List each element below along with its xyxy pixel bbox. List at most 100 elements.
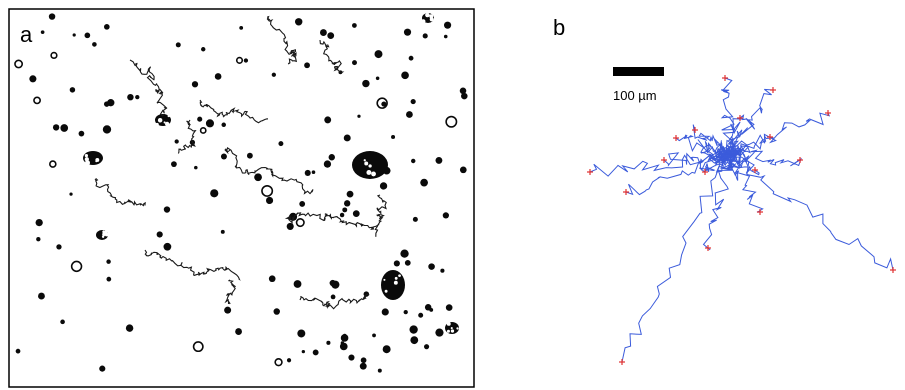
cell-cluster-highlight [393,280,398,285]
particle [422,33,428,39]
particle [362,79,370,88]
particle [327,32,335,39]
particle [199,127,207,134]
cell-cluster-highlight [371,171,376,177]
cell-cluster [381,270,405,300]
particle [404,259,411,266]
particle [35,218,43,227]
particle [323,160,332,168]
cell-track [144,249,241,281]
cell-track [224,147,314,195]
particle [294,18,303,26]
particle [220,229,225,234]
particle [48,13,56,20]
particle [435,156,443,164]
particle [40,30,45,35]
particle [410,99,416,105]
particle [348,354,355,361]
particle [330,294,336,300]
particle [444,21,452,29]
particle [379,182,388,190]
scale-bar-label: 100 µm [613,88,657,103]
particle [401,71,409,80]
particle [56,244,62,250]
particle [428,263,435,270]
particle [459,166,467,174]
panel-a-frame [8,8,475,388]
particle [246,152,253,159]
particle [278,141,284,147]
particle [411,158,416,164]
particle [69,87,76,93]
cell-track-center [724,154,740,173]
particle [440,268,445,273]
particle [301,349,306,354]
particle [393,260,400,267]
cell-track [284,212,380,230]
cell-cluster-highlight [95,158,100,162]
particle [156,231,163,238]
particle [36,237,41,242]
particle [194,165,198,170]
particle [435,328,444,337]
particle [343,134,351,142]
particle [299,200,306,207]
particle [205,119,214,128]
particle [273,308,280,315]
particle [360,357,367,364]
particle [239,26,244,30]
particle [106,276,112,282]
particle [192,341,204,353]
particle [400,249,409,258]
particle [461,92,468,100]
cell-cluster-highlight [102,230,105,234]
cell-cluster-highlight [421,19,426,24]
particle [359,362,367,370]
cell-cluster-highlight [450,329,455,333]
cell-track-center [707,145,731,168]
cell-cluster-highlight [84,154,89,158]
cell-track [224,279,236,305]
cell-cluster-highlight [157,117,163,123]
particle [286,358,292,363]
particle [445,304,453,311]
particle [33,96,41,105]
particle [49,160,57,168]
particle [235,56,244,64]
particle [274,357,283,367]
particle [60,124,69,132]
particle [326,340,331,345]
cell-cluster-highlight [85,160,91,166]
panel-b-tracks [589,77,894,363]
cell-track [129,59,168,117]
particle [352,210,360,217]
panel-a-particles [14,13,468,373]
particle [171,161,177,168]
particle [220,153,227,160]
particle [408,55,414,61]
cell-cluster-highlight [101,235,105,239]
particle [459,87,467,95]
particle [311,170,316,175]
panel-a: a [8,8,475,388]
particle [38,292,45,300]
cell-cluster-highlight [102,232,106,237]
cell-cluster-highlight [394,276,398,280]
particle [410,336,419,345]
particle [52,124,60,131]
cell-track [625,151,736,196]
particle [265,196,274,205]
particle [15,348,21,354]
particle [375,76,380,81]
panel-b-end-markers [587,75,896,365]
particle [224,306,232,314]
cell-track [621,148,733,363]
particle [92,42,97,47]
particle [340,334,349,342]
cell-track [726,156,894,271]
particle [342,207,348,213]
particle [29,75,37,83]
particle [254,173,262,182]
cell-track [94,178,146,207]
particle [197,116,203,122]
